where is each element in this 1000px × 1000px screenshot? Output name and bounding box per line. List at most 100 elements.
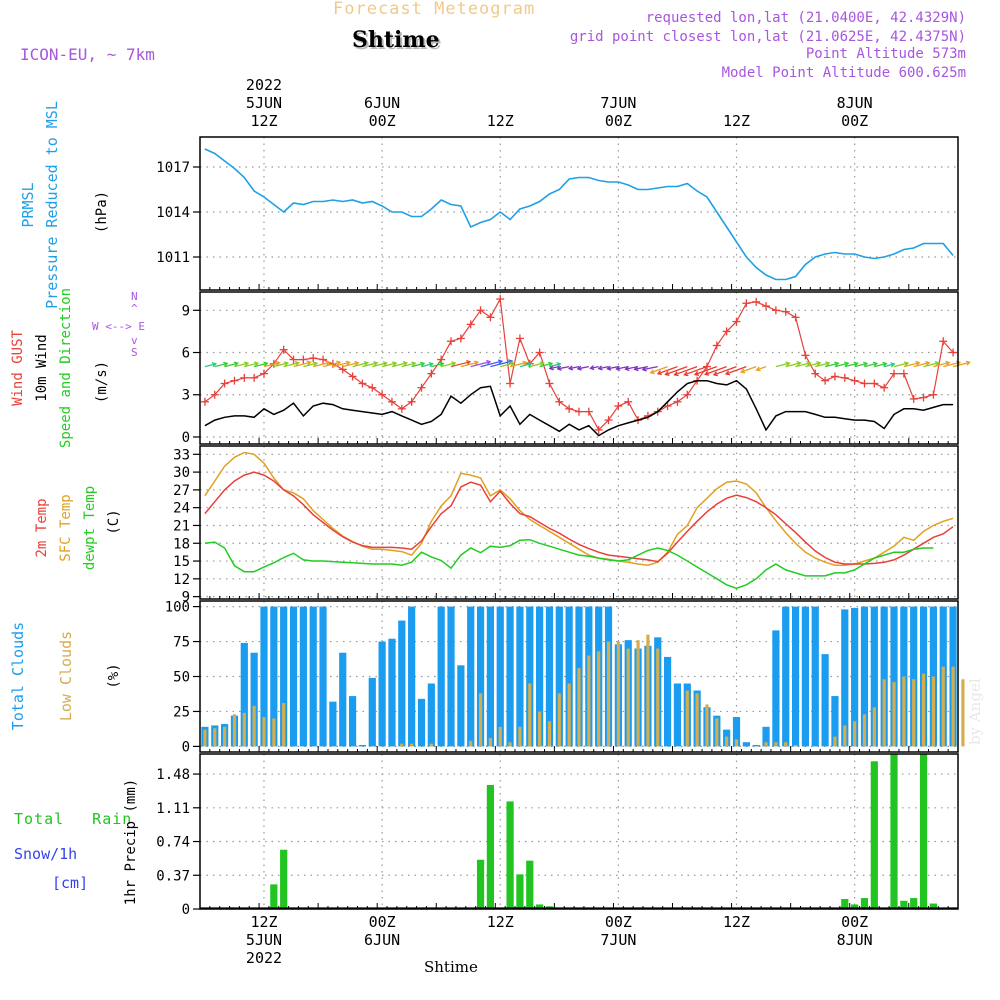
wind-arrow	[854, 362, 868, 368]
time-label-top: 12Z	[250, 112, 277, 130]
wind-arrow-head	[816, 361, 822, 367]
compass-west-east: W <--> E	[92, 320, 145, 333]
wind-arrow-head	[283, 361, 290, 367]
footer-location: Shtime	[424, 958, 478, 976]
low-cloud-bar	[793, 745, 798, 747]
wind-arrow	[577, 365, 589, 370]
panel-frame	[199, 291, 959, 445]
wind-arrow	[913, 362, 930, 368]
low-cloud-bar	[410, 743, 414, 747]
total-cloud-bar	[417, 698, 426, 747]
wind-arrow	[864, 362, 878, 368]
wind-arrow	[684, 365, 708, 376]
panel-frame	[199, 136, 959, 291]
wind-arrow-head	[649, 369, 655, 375]
y-tick-label: 21	[173, 518, 190, 534]
total-cloud-bar	[309, 606, 317, 747]
low-cloud-bar	[902, 676, 906, 747]
wind-arrow	[480, 360, 503, 368]
low-cloud-bar	[862, 714, 867, 747]
total-cloud-bar	[250, 652, 258, 747]
low-cloud-bar	[203, 729, 207, 747]
location-title: Shtime	[352, 27, 440, 53]
low-cloud-bar	[262, 717, 266, 747]
time-label-bottom: 00Z	[369, 913, 396, 931]
rain-bar	[270, 884, 278, 909]
wind-arrow	[431, 362, 444, 368]
wind-arrow	[933, 361, 950, 368]
wind-arrow-head	[712, 371, 719, 377]
wind-arrow-head	[834, 361, 840, 367]
y-tick-label: 0.74	[156, 835, 190, 851]
wind-arrow	[352, 362, 368, 368]
total-cloud-bar	[663, 656, 672, 747]
wind-arrow-head	[548, 361, 554, 367]
compass-arrow-down: v	[131, 334, 138, 347]
total-cloud-bar	[752, 745, 760, 747]
low-cloud-bar	[872, 707, 876, 747]
low-cloud-bar	[774, 742, 778, 747]
total-cloud-bar	[457, 665, 465, 747]
wind-arrow-head	[439, 361, 445, 367]
total-cloud-bar	[280, 606, 288, 747]
y-tick-label: 1017	[156, 160, 190, 176]
y-tick-label: 75	[173, 635, 190, 651]
total-cloud-bar	[890, 606, 898, 747]
total-cloud-bar	[368, 677, 376, 747]
wind-arrow-head	[556, 362, 562, 368]
rain-bar	[870, 761, 878, 909]
low-cloud-bar	[705, 704, 709, 747]
rain-bar	[900, 900, 908, 909]
low-cloud-bar	[892, 682, 896, 747]
wind-arrow	[657, 365, 678, 375]
wind-arrow-head	[704, 370, 710, 376]
wind-arrow-head	[844, 361, 850, 367]
wind-arrow	[815, 362, 830, 368]
total-cloud-bar	[565, 606, 573, 747]
wind-arrow	[224, 362, 238, 368]
wind-arrow	[844, 362, 858, 368]
low-cloud-bar	[606, 641, 611, 747]
y-tick-label: 15	[173, 554, 190, 570]
wind-arrow-head	[567, 365, 574, 371]
total-cloud-bar	[339, 652, 347, 747]
wind-arrow	[549, 365, 560, 370]
y-tick-label: 3	[182, 388, 190, 404]
panel-frame	[199, 753, 959, 910]
total-cloud-bar	[545, 606, 554, 747]
low-cloud-bar	[764, 742, 768, 747]
total-cloud-bar	[486, 606, 495, 747]
total-cloud-bar	[772, 630, 780, 747]
rain-bar	[919, 754, 928, 909]
wind-arrow-head	[294, 360, 301, 367]
wind-arrow-head	[420, 361, 426, 367]
wind-arrow-head	[925, 360, 931, 366]
wind-arrow-head	[615, 365, 621, 371]
total-cloud-bar	[319, 606, 327, 747]
time-label-bottom: 8JUN	[837, 931, 873, 949]
wind-arrow-head	[589, 365, 595, 371]
wind-arrow-head	[465, 359, 472, 366]
wind-arrow	[824, 362, 839, 368]
low-cloud-bar	[961, 679, 965, 747]
wind-arrow	[705, 365, 727, 376]
time-label-top: 00Z	[841, 112, 868, 130]
wind-arrow	[725, 365, 747, 375]
wind-arrow	[529, 362, 544, 368]
wind-arrow	[834, 362, 849, 368]
wind-arrow-head	[597, 365, 603, 371]
wind-arrow-head	[345, 360, 351, 366]
low-cloud-bar	[636, 640, 640, 747]
wind-arrow	[923, 362, 939, 368]
wind-arrow-head	[373, 361, 379, 367]
low-cloud-bar	[715, 718, 719, 747]
wind-arrow-head	[624, 365, 630, 372]
total-cloud-bar	[476, 606, 485, 747]
wind-arrow	[391, 362, 407, 368]
temp-2m-line	[204, 471, 954, 565]
y-tick-label: 12	[173, 572, 190, 588]
total-cloud-bar	[289, 606, 298, 747]
low-cloud-bar	[921, 673, 926, 747]
low-cloud-bar	[252, 705, 256, 747]
wind-arrow	[332, 361, 350, 368]
